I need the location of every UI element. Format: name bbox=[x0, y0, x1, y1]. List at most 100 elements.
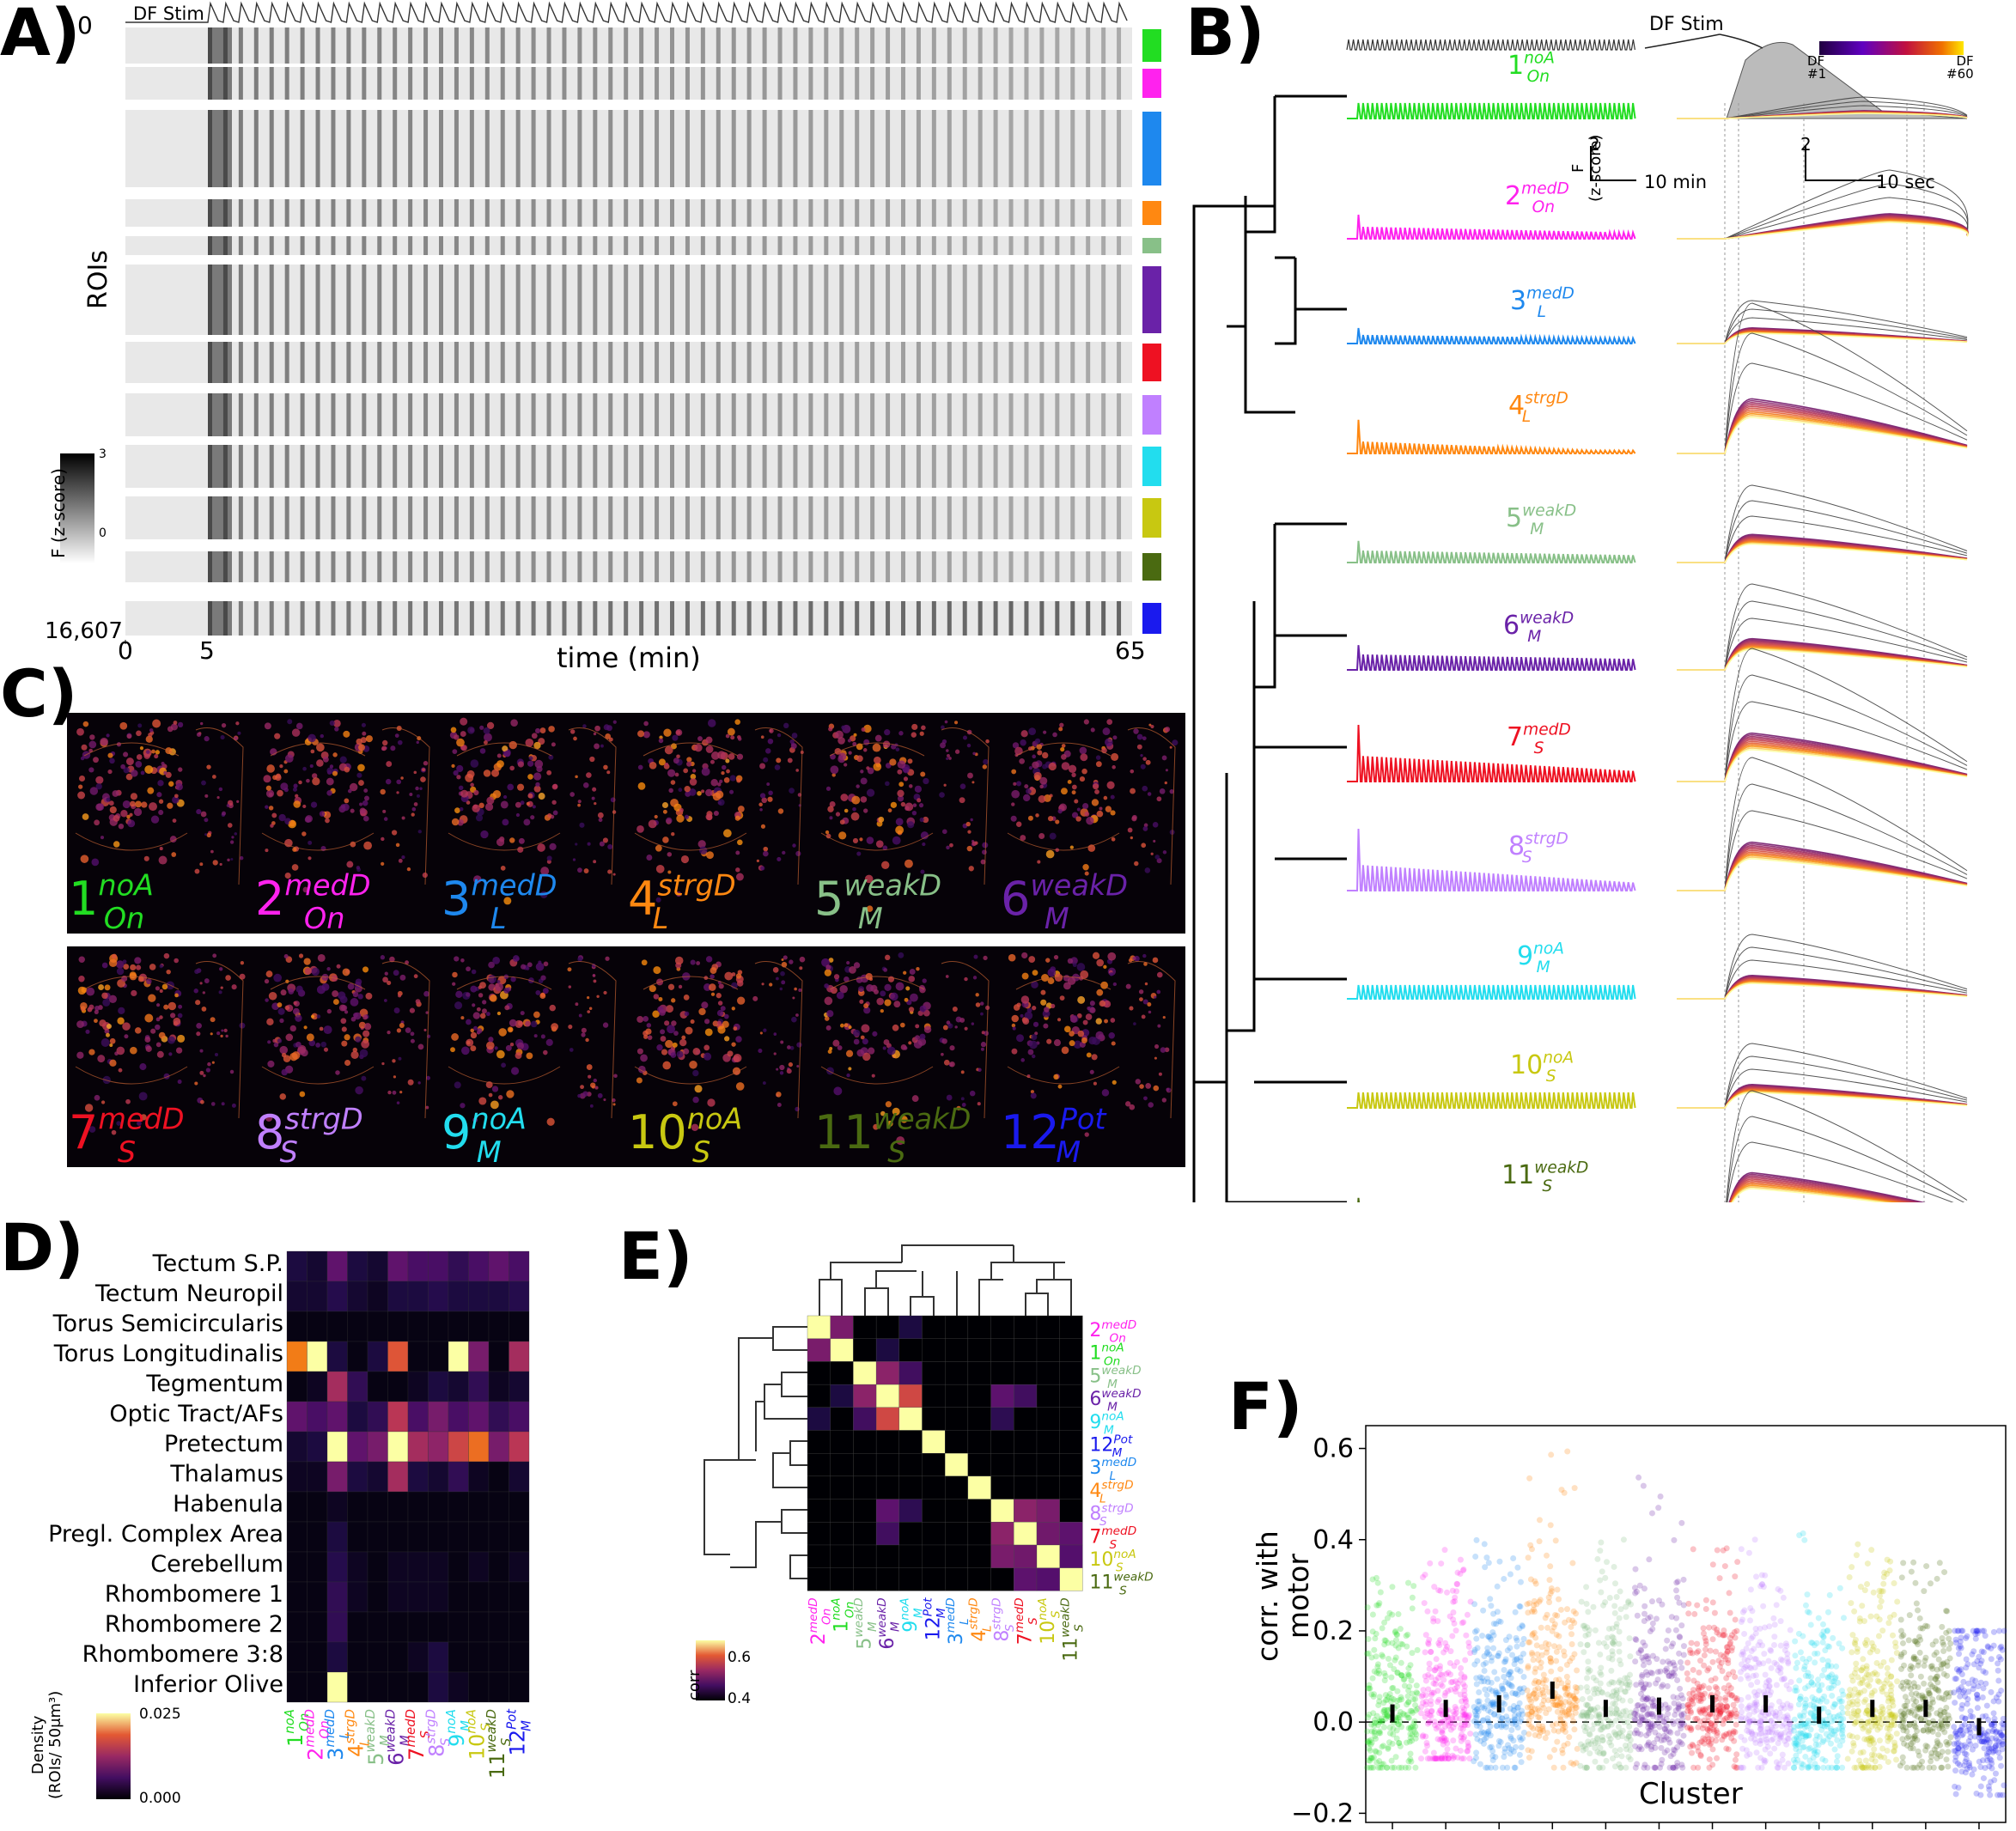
scatter-point bbox=[1393, 1718, 1400, 1725]
activity-blob bbox=[712, 1020, 719, 1027]
scatter-point bbox=[1511, 1764, 1518, 1771]
activity-blob bbox=[196, 1031, 201, 1037]
activity-blob bbox=[895, 818, 904, 826]
activity-blob bbox=[705, 745, 714, 753]
scatter-point bbox=[1447, 1613, 1453, 1620]
raster-response bbox=[593, 496, 598, 539]
raster-response bbox=[300, 601, 305, 636]
activity-blob bbox=[833, 1086, 843, 1096]
activity-blob bbox=[645, 1028, 652, 1035]
scatter-point bbox=[1449, 1633, 1456, 1639]
raster-response bbox=[439, 67, 443, 100]
scatter-point bbox=[1519, 1641, 1526, 1648]
activity-blob bbox=[666, 1005, 674, 1013]
scatter-point bbox=[1558, 1680, 1565, 1687]
panel-d-x-label-5: 5weakDM bbox=[362, 1709, 393, 1766]
activity-blob bbox=[415, 786, 419, 791]
scatter-point bbox=[1392, 1716, 1399, 1723]
activity-blob bbox=[606, 770, 611, 775]
density-cell bbox=[509, 1341, 530, 1372]
scatter-point bbox=[1473, 1722, 1480, 1729]
scatter-point bbox=[1584, 1624, 1591, 1631]
activity-blob bbox=[358, 1021, 366, 1029]
raster-response bbox=[916, 342, 921, 383]
activity-blob bbox=[662, 1061, 672, 1070]
activity-blob bbox=[824, 969, 832, 976]
scatter-point bbox=[1430, 1749, 1437, 1756]
density-cell bbox=[387, 1461, 409, 1493]
activity-blob bbox=[824, 983, 829, 988]
activity-blob bbox=[120, 810, 128, 818]
activity-blob bbox=[1156, 971, 1163, 978]
activity-blob bbox=[662, 809, 667, 814]
activity-blob bbox=[346, 861, 354, 868]
scatter-point bbox=[1507, 1735, 1514, 1742]
raster-response bbox=[562, 342, 567, 383]
scatter-point bbox=[1514, 1643, 1520, 1650]
raster-response bbox=[269, 199, 274, 227]
raster-response bbox=[331, 236, 336, 255]
scatter-point bbox=[1587, 1750, 1593, 1757]
activity-blob bbox=[613, 1074, 618, 1079]
density-cell bbox=[307, 1491, 328, 1523]
activity-blob bbox=[1103, 1000, 1112, 1008]
activity-blob bbox=[1020, 730, 1028, 738]
activity-blob bbox=[98, 984, 105, 990]
scatter-point bbox=[1528, 1546, 1535, 1553]
panel-e-col-label-7: 7medDS bbox=[1013, 1597, 1040, 1645]
activity-blob bbox=[704, 1028, 713, 1037]
activity-blob bbox=[396, 1101, 400, 1104]
scatter-point bbox=[1478, 1729, 1485, 1736]
scatter-point bbox=[1618, 1753, 1625, 1760]
scatter-point bbox=[1411, 1729, 1418, 1736]
raster-response bbox=[1070, 265, 1075, 335]
raster-response bbox=[284, 342, 289, 383]
panel-b-scale-y: 2 bbox=[1589, 134, 1600, 155]
activity-blob bbox=[350, 808, 355, 813]
scatter-point bbox=[1519, 1622, 1526, 1629]
raster-response bbox=[300, 265, 305, 335]
scatter-point bbox=[1428, 1674, 1434, 1681]
raster-response bbox=[700, 236, 705, 255]
scatter-point bbox=[1638, 1713, 1645, 1720]
activity-blob bbox=[671, 1020, 677, 1026]
raster-response bbox=[439, 393, 443, 436]
raster-response bbox=[931, 445, 936, 488]
scatter-point bbox=[1487, 1723, 1494, 1730]
activity-blob bbox=[653, 966, 661, 975]
activity-blob bbox=[1067, 958, 1074, 964]
activity-blob bbox=[359, 802, 363, 806]
scatter-point bbox=[1490, 1632, 1497, 1639]
raster-response bbox=[855, 67, 860, 100]
activity-blob bbox=[683, 1048, 690, 1055]
scatter-point bbox=[1538, 1659, 1544, 1666]
stimulus-response-trace bbox=[1677, 959, 1968, 1000]
scatter-point bbox=[1563, 1661, 1570, 1668]
scatter-point bbox=[1661, 1718, 1668, 1725]
raster-response bbox=[531, 342, 536, 383]
raster-response bbox=[1086, 110, 1091, 187]
activity-blob bbox=[308, 733, 316, 743]
activity-blob bbox=[108, 958, 118, 968]
density-cell bbox=[488, 1671, 509, 1703]
scatter-point bbox=[1459, 1708, 1466, 1715]
density-cell bbox=[448, 1611, 469, 1643]
scatter-point bbox=[1670, 1659, 1677, 1666]
scatter-point bbox=[1531, 1680, 1538, 1687]
raster-response bbox=[1086, 601, 1091, 636]
scatter-point bbox=[1623, 1614, 1629, 1621]
raster-response bbox=[1008, 110, 1014, 187]
scatter-point bbox=[1613, 1687, 1620, 1694]
activity-blob bbox=[281, 1052, 287, 1058]
activity-blob bbox=[734, 815, 740, 821]
scatter-point bbox=[1379, 1743, 1386, 1750]
scatter-point bbox=[1461, 1694, 1468, 1701]
activity-blob bbox=[220, 986, 223, 989]
raster-response bbox=[886, 496, 891, 539]
activity-blob bbox=[473, 789, 479, 796]
activity-blob bbox=[199, 862, 204, 867]
correlation-cell bbox=[922, 1544, 946, 1568]
scatter-point bbox=[1587, 1707, 1593, 1714]
activity-blob bbox=[679, 807, 684, 812]
raster-response bbox=[377, 27, 382, 64]
